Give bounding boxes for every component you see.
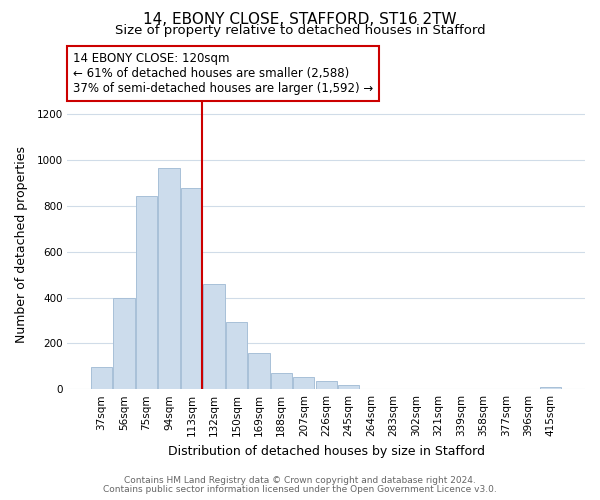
Text: 14 EBONY CLOSE: 120sqm
← 61% of detached houses are smaller (2,588)
37% of semi-: 14 EBONY CLOSE: 120sqm ← 61% of detached… xyxy=(73,52,373,95)
Bar xyxy=(316,381,337,389)
Bar xyxy=(91,368,112,389)
Bar xyxy=(271,372,292,389)
Bar xyxy=(338,385,359,389)
X-axis label: Distribution of detached houses by size in Stafford: Distribution of detached houses by size … xyxy=(168,444,485,458)
Bar xyxy=(158,168,179,389)
Bar xyxy=(226,322,247,389)
Y-axis label: Number of detached properties: Number of detached properties xyxy=(15,146,28,344)
Bar xyxy=(540,387,562,389)
Text: Size of property relative to detached houses in Stafford: Size of property relative to detached ho… xyxy=(115,24,485,37)
Text: Contains HM Land Registry data © Crown copyright and database right 2024.: Contains HM Land Registry data © Crown c… xyxy=(124,476,476,485)
Text: Contains public sector information licensed under the Open Government Licence v3: Contains public sector information licen… xyxy=(103,485,497,494)
Bar xyxy=(113,298,135,389)
Bar xyxy=(203,284,224,389)
Bar xyxy=(248,352,269,389)
Bar xyxy=(293,378,314,389)
Bar xyxy=(136,196,157,389)
Text: 14, EBONY CLOSE, STAFFORD, ST16 2TW: 14, EBONY CLOSE, STAFFORD, ST16 2TW xyxy=(143,12,457,28)
Bar xyxy=(181,188,202,389)
